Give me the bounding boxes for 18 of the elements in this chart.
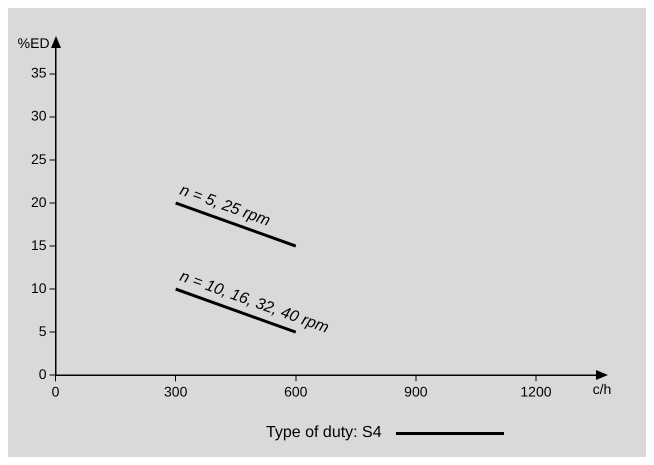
text: n = 10, 16, 32, 40 rpm	[178, 268, 331, 337]
text: n = 5, 25 rpm	[178, 182, 272, 230]
x-tick-label: 900	[404, 383, 428, 400]
x-tick-label: 300	[164, 383, 188, 400]
text: Type of duty: S4	[266, 424, 382, 442]
x-tick-label: 1200	[520, 383, 552, 400]
x-tick-label: 600	[284, 383, 308, 400]
y-axis-title: %ED	[18, 34, 50, 51]
y-tick-label: 20	[30, 194, 47, 210]
y-tick-label: 25	[30, 150, 47, 167]
y-tick-label: 35	[30, 64, 47, 81]
y-tick-label: 10	[30, 280, 47, 296]
x-tick-label: 0	[52, 383, 60, 400]
y-tick-label: 0	[38, 366, 47, 382]
y-tick-label: 15	[30, 236, 47, 253]
y-tick-label: 30	[30, 108, 47, 124]
x-axis-title: c/h	[592, 381, 612, 398]
y-tick-label: 5	[38, 323, 47, 340]
